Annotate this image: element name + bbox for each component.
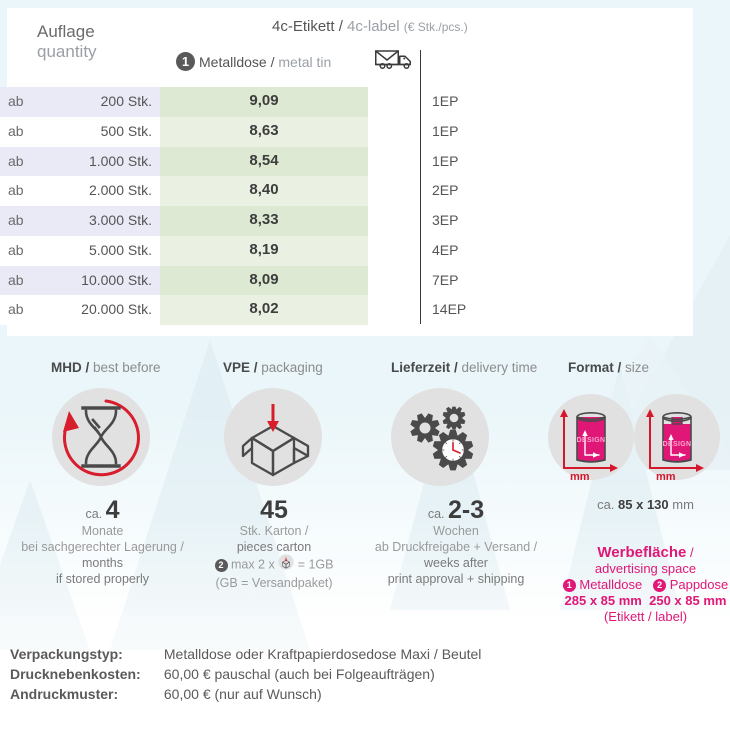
svg-text:DESIGN: DESIGN <box>663 441 692 448</box>
svg-text:DESIGN: DESIGN <box>577 437 606 444</box>
